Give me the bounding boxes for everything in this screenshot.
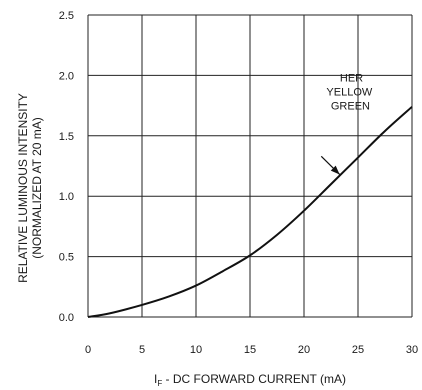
y-tick-label: 2.0 bbox=[59, 70, 74, 82]
grid bbox=[87, 14, 413, 318]
annotation-arrowhead bbox=[330, 165, 340, 175]
y-tick-label: 0.5 bbox=[59, 252, 74, 264]
x-tick-label: 10 bbox=[190, 344, 202, 356]
y-tick-label: 2.5 bbox=[59, 10, 74, 22]
annotation-label: GREEN bbox=[331, 100, 370, 112]
annotation: HER YELLOW GREEN bbox=[320, 72, 373, 175]
y-axis-title-line-1: RELATIVE LUMINOUS INTENSITY bbox=[16, 93, 30, 283]
y-tick-labels: 0.0 0.5 1.0 1.5 2.0 2.5 bbox=[59, 10, 74, 324]
y-tick-label: 0.0 bbox=[59, 312, 74, 324]
x-tick-label: 25 bbox=[352, 344, 364, 356]
y-tick-label: 1.0 bbox=[59, 191, 74, 203]
x-axis-title: IF - DC FORWARD CURRENT (mA) bbox=[154, 372, 346, 388]
x-tick-label: 30 bbox=[406, 344, 418, 356]
y-axis-title-line-2: (NORMALIZED AT 20 mA) bbox=[30, 117, 44, 259]
x-tick-labels: 0 5 10 15 20 25 30 bbox=[85, 344, 418, 356]
x-tick-label: 5 bbox=[139, 344, 145, 356]
y-tick-label: 1.5 bbox=[59, 131, 74, 143]
x-tick-label: 15 bbox=[244, 344, 256, 356]
x-tick-label: 20 bbox=[298, 344, 310, 356]
annotation-label: YELLOW bbox=[326, 86, 372, 98]
series-line bbox=[87, 106, 413, 318]
annotation-label: HER bbox=[340, 72, 363, 84]
x-tick-label: 0 bbox=[85, 344, 91, 356]
y-axis-title: RELATIVE LUMINOUS INTENSITY (NORMALIZED … bbox=[16, 93, 44, 283]
series bbox=[87, 106, 413, 318]
